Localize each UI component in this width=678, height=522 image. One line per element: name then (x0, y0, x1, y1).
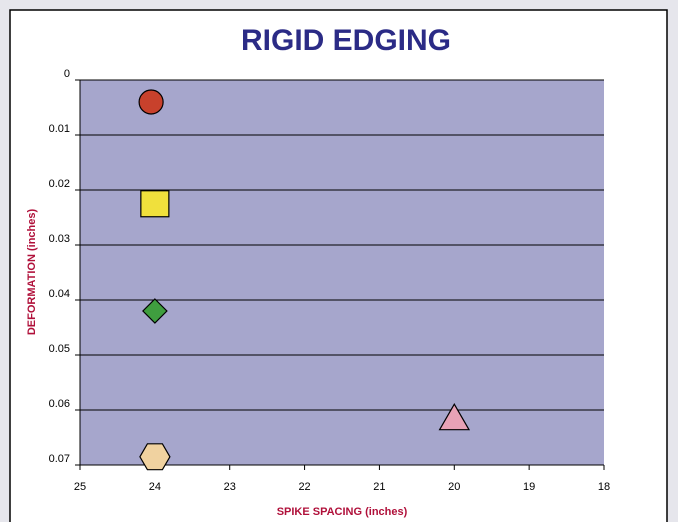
y-tick-label: 0.07 (49, 453, 70, 465)
x-tick-label: 19 (523, 481, 535, 493)
x-tick-label: 18 (598, 481, 610, 493)
point (139, 443, 171, 471)
y-tick-label: 0.01 (49, 123, 70, 135)
x-tick-label: 21 (373, 481, 385, 493)
x-tick-label: 24 (149, 481, 161, 493)
y-tick-label: 0 (64, 68, 70, 80)
y-axis-title: DEFORMATION (inches) (26, 209, 38, 336)
x-tick-label: 20 (448, 481, 460, 493)
y-tick-label: 0.04 (49, 288, 70, 300)
plot-area (80, 80, 604, 465)
x-axis-title: SPIKE SPACING (inches) (277, 506, 408, 518)
y-tick-label: 0.05 (49, 343, 70, 355)
x-tick-label: 25 (74, 481, 86, 493)
point (138, 89, 164, 115)
x-tick-label: 22 (298, 481, 310, 493)
y-tick-label: 0.06 (49, 398, 70, 410)
point (142, 298, 168, 324)
point (438, 402, 471, 431)
chart-title: RIGID EDGING (241, 24, 451, 57)
y-tick-label: 0.02 (49, 178, 70, 190)
point (140, 190, 170, 218)
x-tick-label: 23 (224, 481, 236, 493)
y-tick-label: 0.03 (49, 233, 70, 245)
